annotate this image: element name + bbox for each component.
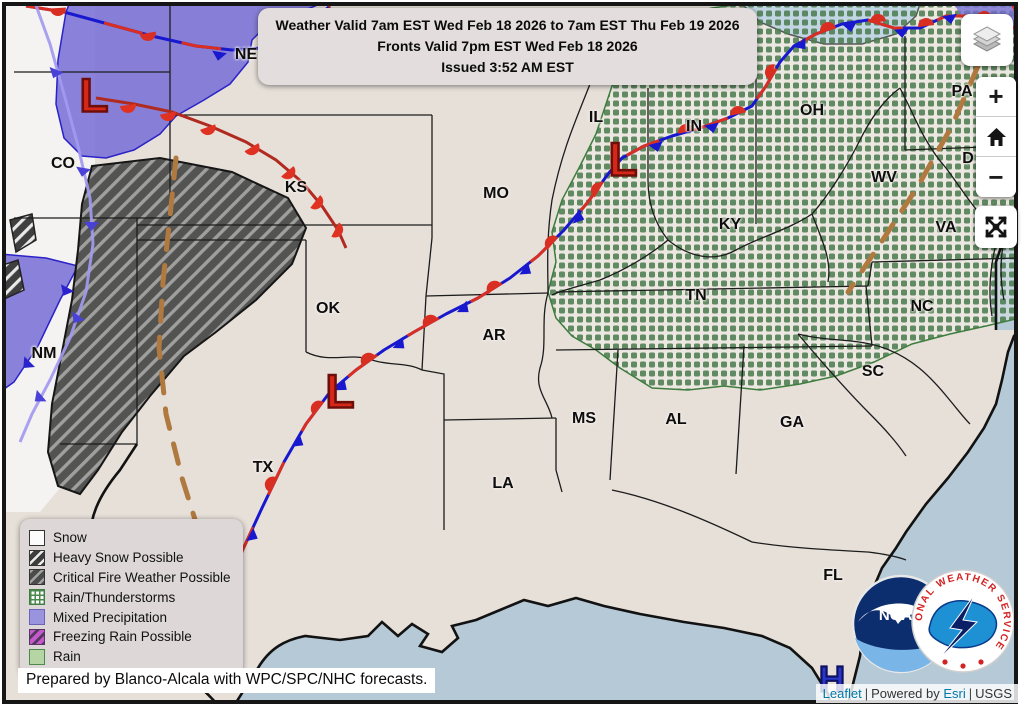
leaflet-link[interactable]: Leaflet — [822, 686, 862, 701]
validity-header: Weather Valid 7am EST Wed Feb 18 2026 to… — [258, 8, 757, 85]
legend-row: Mixed Precipitation — [29, 607, 231, 627]
legend-swatch — [29, 529, 45, 546]
validity-line-1: Weather Valid 7am EST Wed Feb 18 2026 to… — [275, 17, 740, 33]
legend-row: Freezing Rain Possible — [29, 627, 231, 647]
legend-label: Critical Fire Weather Possible — [53, 569, 231, 585]
layers-control[interactable] — [961, 14, 1013, 66]
legend-swatch — [29, 628, 45, 645]
legend-label: Freezing Rain Possible — [53, 629, 192, 645]
prepared-by-text: Prepared by Blanco-Alcala with WPC/SPC/N… — [26, 671, 428, 688]
legend-row: Critical Fire Weather Possible — [29, 568, 231, 588]
layers-icon — [972, 26, 1002, 52]
region-mixed-precip-co — [55, 6, 318, 159]
stationary-front-main — [236, 9, 1014, 561]
attribution-bar: Leaflet | Powered by Esri | USGS — [815, 684, 1019, 703]
validity-line-2: Fronts Valid 7pm EST Wed Feb 18 2026 — [377, 38, 638, 54]
legend-row: Rain/Thunderstorms — [29, 587, 231, 607]
region-critical-fire — [46, 156, 308, 496]
region-heavy-snow-1 — [9, 213, 37, 254]
legend-row: Snow — [29, 528, 231, 548]
legend-row: Heavy Snow Possible — [29, 548, 231, 568]
region-heavy-snow-2 — [6, 259, 25, 300]
legend-swatch — [29, 569, 45, 586]
legend-row: Rain — [29, 647, 231, 667]
zoom-in-button[interactable]: + — [976, 77, 1016, 117]
warm-front — [95, 96, 348, 249]
zoom-control: + − — [976, 77, 1016, 197]
region-rain-thunderstorms — [547, 6, 1014, 391]
weak-cold-front-west — [17, 6, 99, 443]
validity-line-3: Issued 3:52 AM EST — [441, 59, 574, 75]
legend-swatch — [29, 549, 45, 566]
prepared-by-bar: Prepared by Blanco-Alcala with WPC/SPC/N… — [18, 668, 436, 693]
attribution-separator: | — [864, 686, 869, 701]
legend-label: Heavy Snow Possible — [53, 550, 184, 566]
home-icon — [986, 127, 1006, 146]
legend-label: Rain/Thunderstorms — [53, 589, 176, 605]
legend-swatch — [29, 648, 45, 665]
fullscreen-control[interactable] — [975, 206, 1017, 248]
esri-link[interactable]: Esri — [943, 686, 966, 701]
state-borders — [14, 6, 1014, 561]
legend-swatch — [29, 609, 45, 626]
home-button[interactable] — [976, 117, 1016, 157]
legend-label: Rain — [53, 649, 81, 665]
legend-label: Mixed Precipitation — [53, 609, 168, 625]
attribution-separator: | — [968, 686, 973, 701]
legend-swatch — [29, 589, 45, 606]
usgs-text: USGS — [975, 686, 1012, 701]
legend: Snow Heavy Snow Possible Critical Fire W… — [20, 519, 243, 676]
zoom-out-button[interactable]: − — [976, 157, 1016, 197]
fullscreen-icon — [985, 216, 1007, 238]
legend-label: Snow — [53, 530, 87, 546]
powered-by-text: Powered by — [871, 686, 940, 701]
